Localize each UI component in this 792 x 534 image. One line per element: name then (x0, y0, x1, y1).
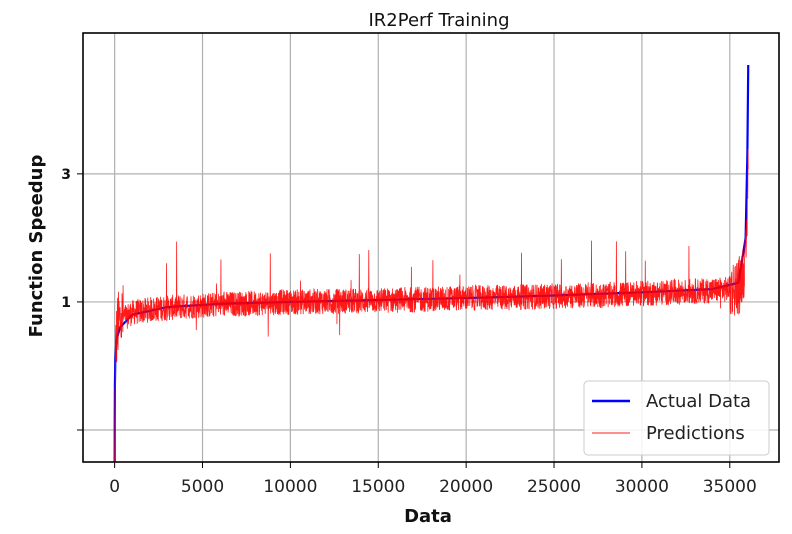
legend-label: Predictions (646, 423, 745, 444)
y-axis-label: Function Speedup (26, 155, 47, 338)
plot-area (113, 64, 750, 462)
y-tick-label: 3 (61, 167, 71, 183)
x-axis-label: Data (404, 506, 452, 527)
axes-frame (82, 32, 780, 463)
chart-title: IR2Perf Training (368, 10, 509, 31)
x-tick-label: 10000 (263, 477, 317, 497)
x-tick-label: 15000 (351, 477, 405, 497)
x-axis-ticks: 0 5000 10000 15000 20000 25000 30000 35000 (109, 462, 757, 497)
legend-label: Actual Data (646, 391, 751, 412)
x-tick-label: 25000 (527, 477, 581, 497)
series-group (113, 64, 750, 462)
x-tick-label: 20000 (439, 477, 493, 497)
x-tick-label: 5000 (181, 477, 224, 497)
legend: Actual Data Predictions (583, 380, 770, 456)
x-tick-label: 35000 (703, 477, 757, 497)
legend-box (583, 380, 770, 456)
y-axis-ticks: 13 (61, 167, 83, 431)
x-tick-label: 0 (109, 477, 120, 497)
x-tick-label: 30000 (615, 477, 669, 497)
series-predictions-line (114, 148, 749, 462)
y-tick-label: 1 (61, 295, 71, 311)
